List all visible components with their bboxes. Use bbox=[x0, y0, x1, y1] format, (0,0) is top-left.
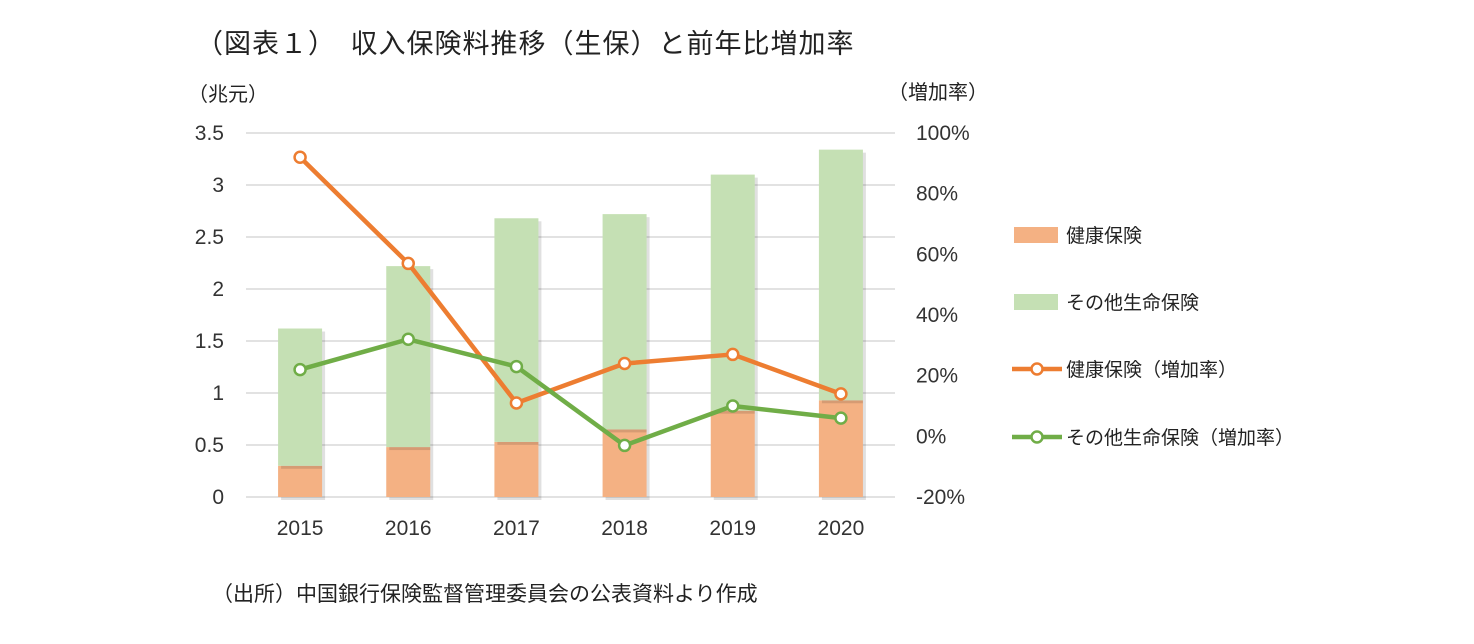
legend-label: 健康保険 bbox=[1066, 225, 1142, 247]
source-note: （出所）中国銀行保険監督管理委員会の公表資料より作成 bbox=[212, 582, 758, 606]
y-left-tick-label: 0.5 bbox=[195, 434, 224, 457]
gridlines bbox=[246, 132, 895, 498]
point-health-growth bbox=[617, 356, 632, 371]
x-tick-label: 2018 bbox=[601, 517, 648, 540]
y-right-tick-label: 100% bbox=[916, 122, 970, 145]
y-left-tick-label: 1.5 bbox=[195, 330, 224, 353]
bar-other-life bbox=[386, 266, 431, 448]
legend-label: その他生命保険（増加率） bbox=[1066, 427, 1294, 449]
y-right-tick-label: 80% bbox=[916, 183, 958, 206]
axes: 0 0.5 1 1.5 2 2.5 3 3.5 -20% 0% 20% 40% 60% 80% 100% （兆… bbox=[188, 80, 988, 540]
y-right-axis-label: （増加率） bbox=[888, 80, 988, 104]
y-left-tick-label: 2 bbox=[212, 278, 224, 301]
point-health-growth bbox=[834, 387, 848, 401]
x-tick-label: 2020 bbox=[818, 517, 865, 540]
y-left-tick-label: 2.5 bbox=[195, 226, 224, 249]
y-left-axis-label: （兆元） bbox=[188, 82, 268, 106]
point-other-life-growth bbox=[726, 399, 740, 413]
lines bbox=[293, 150, 848, 453]
bar-other-life bbox=[710, 174, 755, 411]
y-right-tick-label: 20% bbox=[916, 365, 958, 388]
bar-health bbox=[494, 441, 539, 497]
x-tick-label: 2016 bbox=[385, 517, 432, 540]
line-health-growth bbox=[298, 155, 842, 406]
y-right-tick-label: 60% bbox=[916, 243, 958, 266]
y-right-tick-label: -20% bbox=[916, 486, 965, 509]
y-right-tick-label: 40% bbox=[916, 304, 958, 327]
legend-marker bbox=[1030, 362, 1044, 376]
legend-label: その他生命保険 bbox=[1066, 292, 1199, 314]
bar-other-life bbox=[818, 149, 863, 401]
bar-other-life bbox=[602, 214, 647, 430]
point-health-growth bbox=[726, 347, 740, 362]
legend-label: 健康保険（増加率） bbox=[1066, 359, 1237, 381]
point-other-life-growth bbox=[509, 359, 524, 374]
legend-marker bbox=[1030, 430, 1044, 444]
point-other-life-growth bbox=[293, 362, 307, 377]
point-other-life-growth bbox=[617, 438, 632, 453]
bars bbox=[278, 149, 866, 500]
x-tick-label: 2015 bbox=[277, 517, 324, 540]
legend-swatch bbox=[1014, 294, 1058, 310]
bar-other-life bbox=[278, 328, 323, 466]
y-left-tick-label: 1 bbox=[212, 382, 224, 405]
point-other-life-growth bbox=[401, 332, 415, 347]
y-left-tick-label: 0 bbox=[212, 486, 224, 509]
legend-swatch bbox=[1014, 227, 1058, 243]
point-health-growth bbox=[401, 256, 415, 271]
x-tick-label: 2019 bbox=[709, 517, 756, 540]
point-health-growth bbox=[293, 150, 307, 165]
point-other-life-growth bbox=[834, 411, 848, 425]
bar-health bbox=[278, 465, 323, 497]
y-right-tick-label: 0% bbox=[916, 425, 946, 448]
bar-health bbox=[386, 447, 431, 497]
y-left-tick-label: 3 bbox=[212, 174, 224, 197]
y-left-tick-label: 3.5 bbox=[195, 122, 224, 145]
x-tick-label: 2017 bbox=[493, 517, 540, 540]
chart-title: （図表１） 収入保険料推移（生保）と前年比増加率 bbox=[196, 29, 855, 60]
bar-health bbox=[710, 410, 755, 497]
line-other-life-growth bbox=[299, 337, 842, 448]
point-health-growth bbox=[509, 396, 524, 410]
